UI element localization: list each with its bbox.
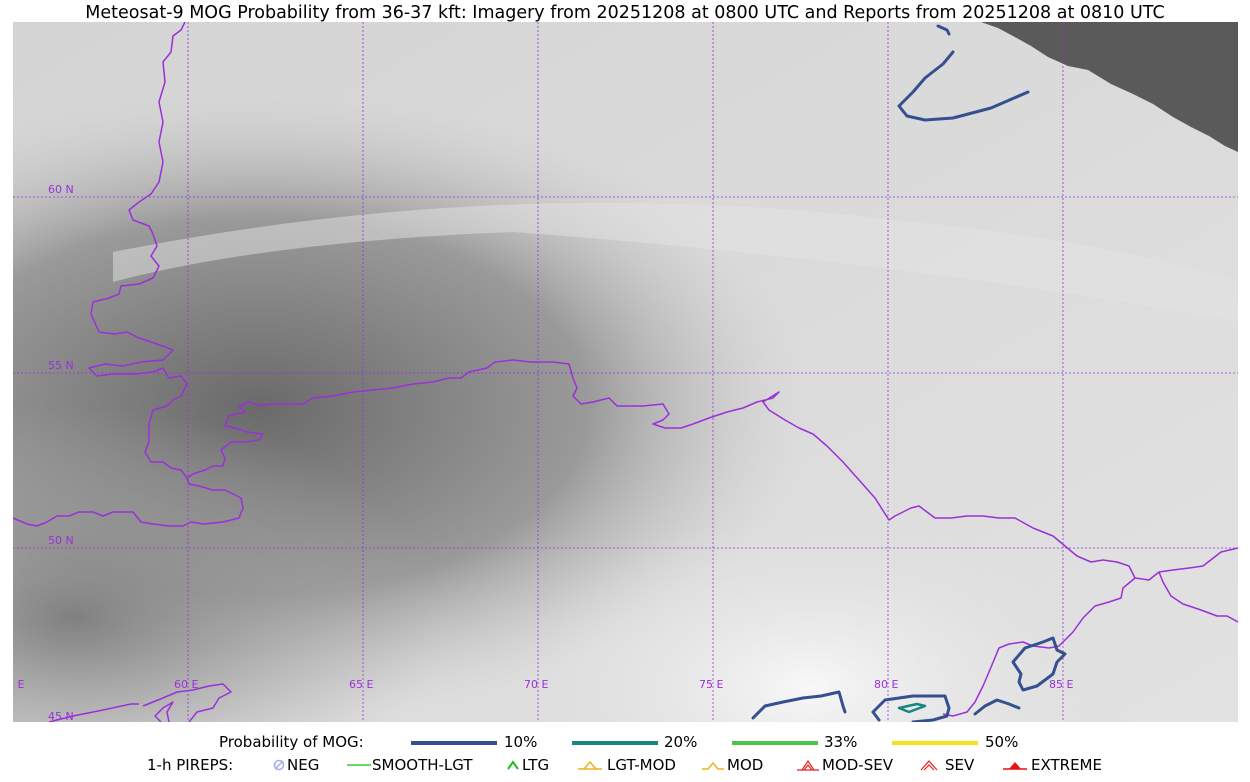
legend-label-50: 50% — [985, 733, 1019, 751]
lat-label-60: 60 N — [48, 183, 74, 196]
lon-label-85: 85 E — [1049, 678, 1073, 691]
pireps-legend: 1-h PIREPS: NEG SMOOTH-LGT LTG LGT-MOD M… — [0, 754, 1250, 776]
lat-label-55: 55 N — [48, 359, 74, 372]
graticule — [13, 22, 1238, 722]
caret-icon — [507, 760, 519, 770]
legend-label-33: 33% — [824, 733, 858, 751]
mog-contours-10 — [751, 24, 1067, 722]
graticule-labels: 60 N 55 N 50 N 45 N 55 E 60 E 65 E 70 E … — [13, 183, 1073, 722]
probability-legend: Probability of MOG: 10% 20% 33% 50% — [0, 731, 1250, 753]
legend-line-33 — [732, 741, 818, 745]
map-title: Meteosat-9 MOG Probability from 36-37 kf… — [85, 3, 1165, 23]
neg-circle-icon — [273, 759, 285, 771]
no-data-region — [981, 22, 1238, 152]
double-caret-icon — [920, 760, 938, 771]
pirep-label-extreme: EXTREME — [1031, 756, 1102, 774]
caret-bar-icon — [578, 760, 602, 770]
satellite-map: 60 N 55 N 50 N 45 N 55 E 60 E 65 E 70 E … — [13, 22, 1238, 722]
pirep-label-sev: SEV — [945, 756, 975, 774]
lat-label-50: 50 N — [48, 534, 74, 547]
legend-line-50 — [892, 741, 978, 745]
lat-label-45: 45 N — [48, 710, 74, 722]
legend-label-20: 20% — [664, 733, 698, 751]
lon-label-65: 65 E — [349, 678, 373, 691]
lon-label-70: 70 E — [524, 678, 548, 691]
mog-contours-20 — [897, 702, 927, 714]
pirep-label-mod-sev: MOD-SEV — [822, 756, 893, 774]
pirep-label-mod: MOD — [727, 756, 764, 774]
pirep-label-lgt-mod: LGT-MOD — [607, 756, 676, 774]
legend-line-20 — [572, 741, 658, 745]
lon-label-60: 60 E — [174, 678, 198, 691]
country-borders — [13, 22, 1238, 722]
legend-label-10: 10% — [504, 733, 538, 751]
pireps-legend-label: 1-h PIREPS: — [147, 756, 234, 774]
pirep-label-ltg: LTG — [522, 756, 550, 774]
dash-icon — [347, 764, 371, 766]
legend-line-10 — [411, 741, 497, 745]
lon-label-80: 80 E — [874, 678, 898, 691]
double-caret-bar-icon — [797, 759, 819, 771]
mod-caret-icon — [702, 761, 724, 770]
pirep-label-neg: NEG — [287, 756, 320, 774]
lon-label-75: 75 E — [699, 678, 723, 691]
imagery-bright-region — [13, 22, 1238, 722]
filled-caret-icon — [1003, 762, 1027, 770]
pirep-label-smooth-lgt: SMOOTH-LGT — [372, 756, 473, 774]
imagery-cloud-band — [113, 202, 1238, 322]
probability-legend-label: Probability of MOG: — [219, 733, 364, 751]
lon-label-55: 55 E — [13, 678, 24, 691]
